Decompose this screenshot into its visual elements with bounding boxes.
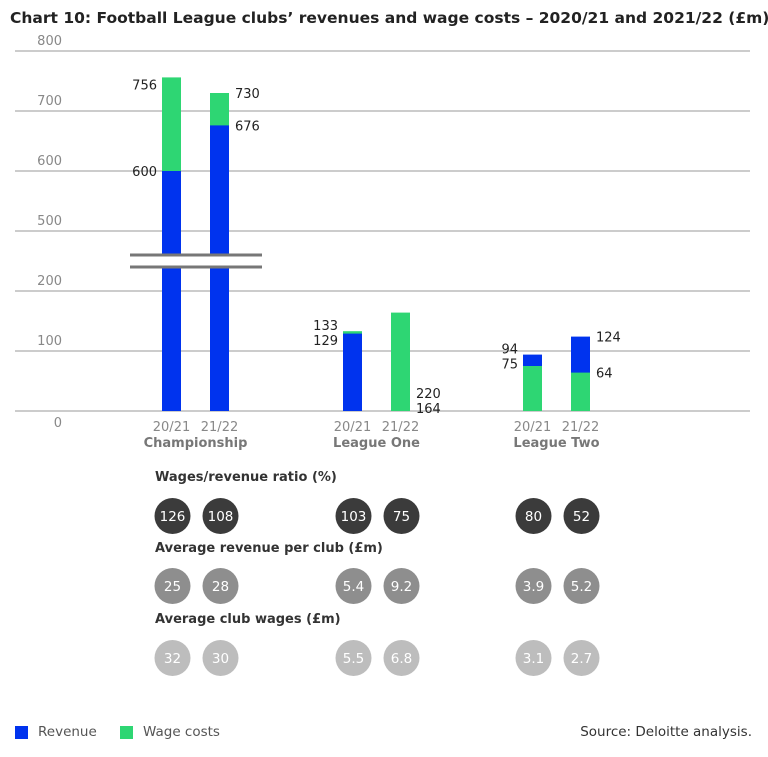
plot-area: 0 100 200 500 600 700 800 756 600 20/21 730 676 21/2… [15, 34, 750, 676]
y-tick-label: 500 [37, 214, 62, 229]
legend-swatch [120, 725, 133, 739]
data-label: 220 [416, 387, 441, 402]
bar-wage-costs [391, 312, 410, 411]
data-label: 64 [596, 367, 613, 382]
metric-circle [202, 498, 239, 534]
legend-swatch [15, 725, 28, 739]
metric-heading: Average club wages (£m) [155, 612, 341, 627]
data-label: 676 [235, 119, 260, 134]
data-label: 133 [313, 319, 338, 334]
metric-value: 75 [393, 509, 410, 525]
metric-value: 32 [164, 651, 181, 667]
group-label: League One [333, 436, 420, 451]
group-label: League Two [513, 436, 599, 451]
axis-break [130, 256, 262, 266]
group-label: Championship [144, 436, 248, 451]
metric-value: 126 [160, 509, 186, 525]
y-tick-label: 600 [37, 154, 62, 169]
metric-circle [335, 640, 372, 676]
chart-title: Chart 10: Football League clubs’ revenue… [10, 9, 768, 27]
metric-circle [515, 498, 552, 534]
legend-label: Revenue [38, 724, 97, 740]
metric-value: 2.7 [571, 651, 592, 667]
metric-circle [515, 568, 552, 604]
data-label: 600 [132, 165, 157, 180]
metric-circle [383, 568, 420, 604]
metric-circle [563, 640, 600, 676]
metric-value: 108 [208, 509, 234, 525]
metric-value: 3.1 [523, 651, 544, 667]
metric-circle [202, 568, 239, 604]
bar-wage-costs [571, 372, 590, 411]
y-tick-label: 200 [37, 274, 62, 289]
data-label: 75 [501, 358, 518, 373]
metric-value: 5.2 [571, 579, 592, 595]
metric-value: 28 [212, 579, 229, 595]
metric-value: 5.4 [343, 579, 364, 595]
data-label: 164 [416, 402, 441, 417]
metric-circle [335, 498, 372, 534]
data-label: 124 [596, 331, 621, 346]
bar-wage-costs [523, 366, 542, 411]
metric-value: 52 [573, 509, 590, 525]
metric-value: 80 [525, 509, 542, 525]
y-tick-label: 700 [37, 94, 62, 109]
metric-circle [383, 498, 420, 534]
period-label: 20/21 [334, 420, 371, 435]
source-note: Source: Deloitte analysis. [580, 724, 752, 740]
metric-value: 6.8 [391, 651, 412, 667]
legend-label: Wage costs [143, 724, 220, 740]
period-label: 20/21 [153, 420, 190, 435]
metric-circle [563, 568, 600, 604]
metric-value: 5.5 [343, 651, 364, 667]
metric-circle [154, 568, 191, 604]
metric-value: 9.2 [391, 579, 412, 595]
metric-value: 25 [164, 579, 181, 595]
data-label: 94 [501, 343, 518, 358]
metric-circle [154, 498, 191, 534]
y-tick-label: 100 [37, 334, 62, 349]
metric-value: 103 [341, 509, 367, 525]
metric-circle [202, 640, 239, 676]
metric-circle [563, 498, 600, 534]
y-tick-label: 0 [54, 416, 62, 431]
metric-circle [515, 640, 552, 676]
metric-circle [154, 640, 191, 676]
y-tick-label: 800 [37, 34, 62, 49]
metric-value: 3.9 [523, 579, 544, 595]
bar-revenue [343, 333, 362, 411]
legend-wages: Wage costs [120, 724, 220, 740]
metric-circle [335, 568, 372, 604]
period-label: 21/22 [201, 420, 238, 435]
period-label: 21/22 [562, 420, 599, 435]
metric-circle [383, 640, 420, 676]
metric-heading: Wages/revenue ratio (%) [155, 470, 337, 485]
data-label: 730 [235, 87, 260, 102]
data-label: 756 [132, 78, 157, 93]
metric-heading: Average revenue per club (£m) [155, 541, 383, 556]
data-label: 129 [313, 334, 338, 349]
legend-revenue: Revenue [15, 724, 97, 740]
bar-revenue [162, 171, 181, 411]
period-label: 21/22 [382, 420, 419, 435]
period-label: 20/21 [514, 420, 551, 435]
metric-value: 30 [212, 651, 229, 667]
